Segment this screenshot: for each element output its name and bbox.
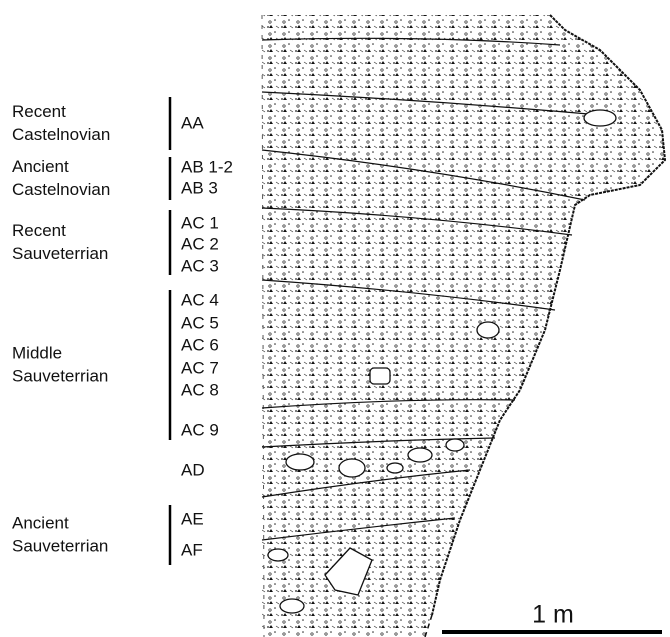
- layer-label: AC 4: [181, 290, 219, 309]
- pebble: [476, 321, 500, 339]
- pebble: [338, 458, 366, 478]
- boundary: [261, 469, 471, 498]
- boundary: [261, 399, 516, 409]
- layer-label: AE: [181, 509, 204, 528]
- period-label: Castelnovian: [12, 180, 110, 199]
- section-drawing: [261, 14, 667, 637]
- period-label: Castelnovian: [12, 125, 110, 144]
- boundary: [261, 279, 556, 311]
- layer-label: AA: [181, 113, 204, 132]
- layer-label: AD: [181, 460, 205, 479]
- pebble: [583, 109, 617, 127]
- layer-boundaries: [261, 37, 601, 541]
- period-label: Recent: [12, 221, 66, 240]
- layer-label: AC 2: [181, 234, 219, 253]
- layer-label: AF: [181, 540, 203, 559]
- period-label: Sauveterrian: [12, 536, 108, 555]
- section-left-edge: [261, 14, 265, 637]
- layer-label: AC 5: [181, 313, 219, 332]
- boundary: [261, 437, 496, 448]
- pebble: [445, 438, 465, 452]
- period-label: Ancient: [12, 513, 69, 532]
- pebble: [279, 598, 305, 614]
- layer-label: AC 9: [181, 420, 219, 439]
- period-label: Sauveterrian: [12, 244, 108, 263]
- boundary: [261, 91, 601, 116]
- pebble: [369, 367, 391, 385]
- period-label: Middle: [12, 343, 62, 362]
- pebble: [386, 462, 404, 474]
- period-label: Ancient: [12, 157, 69, 176]
- layer-label: AC 8: [181, 380, 219, 399]
- pebble: [324, 547, 373, 596]
- pebble: [407, 447, 433, 463]
- pebble: [267, 548, 289, 562]
- section-profile: [431, 14, 667, 616]
- period-label: Recent: [12, 102, 66, 121]
- boundary: [261, 149, 586, 201]
- layer-label: AC 6: [181, 335, 219, 354]
- layer-label: AB 3: [181, 178, 218, 197]
- section-profile-dashed: [424, 614, 433, 637]
- scale-label: 1 m: [532, 601, 574, 629]
- section-body: [262, 15, 665, 637]
- boundary: [261, 207, 573, 236]
- pebbles: [267, 109, 617, 614]
- layer-label: AC 3: [181, 256, 219, 275]
- layer-label: AC 7: [181, 358, 219, 377]
- period-label: Sauveterrian: [12, 366, 108, 385]
- layer-label: AC 1: [181, 213, 219, 232]
- layer-label: AB 1-2: [181, 157, 233, 176]
- boundary: [261, 37, 561, 46]
- pebble: [285, 453, 315, 471]
- boundary: [261, 517, 456, 541]
